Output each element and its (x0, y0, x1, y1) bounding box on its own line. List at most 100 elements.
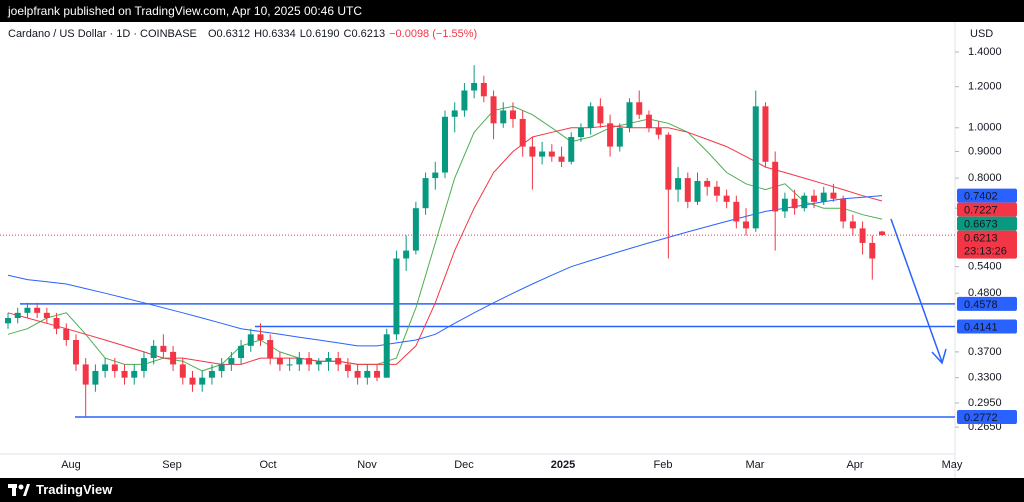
y-tick-label: 0.9000 (968, 145, 1002, 157)
candle-body (490, 96, 497, 124)
candle-body (102, 364, 109, 371)
price-tag (957, 216, 1017, 231)
candle-body (704, 180, 711, 187)
y-tick-label: 0.2950 (968, 397, 1002, 409)
candle-body (247, 334, 254, 346)
price-tag-label: 0.6213 (964, 233, 998, 245)
y-tick-label: 0.8000 (968, 172, 1002, 184)
candle-body (383, 334, 390, 378)
candle-body (393, 258, 400, 335)
candle-body (72, 340, 79, 365)
candle-body (849, 221, 856, 229)
candle-body (24, 307, 31, 313)
y-tick-label: 1.2000 (968, 81, 1002, 93)
candle-body (597, 106, 604, 124)
candle-body (111, 364, 118, 371)
y-tick-label: 0.2650 (968, 421, 1002, 433)
candle-body (5, 318, 11, 324)
candle-body (519, 118, 526, 147)
candle-body (199, 377, 206, 385)
candle-body (63, 328, 70, 341)
candle-body (374, 370, 381, 378)
candle-body (743, 221, 750, 229)
candle-body (500, 110, 507, 124)
candle-body (189, 377, 196, 385)
price-tag-label: 0.7402 (964, 191, 998, 203)
candle-body (665, 134, 672, 190)
candle-body (607, 123, 614, 147)
x-tick-label: Apr (846, 459, 863, 471)
candle-body (14, 312, 21, 319)
chart: USD Cardano / US Dollar · 1D · COINBASE … (0, 22, 1024, 478)
level-tag-label: 0.4578 (964, 299, 998, 311)
candle-body (170, 351, 177, 365)
candle-body (150, 345, 157, 359)
candle-body (238, 345, 245, 359)
candle-body (412, 208, 419, 251)
y-tick-label: 1.4000 (968, 46, 1002, 58)
candle-body (218, 364, 225, 371)
candle-body (208, 370, 215, 378)
candle-body (568, 136, 575, 162)
candle-body (655, 127, 662, 135)
candle-body (267, 340, 274, 359)
candle-body (684, 178, 691, 202)
x-tick-label: Aug (61, 459, 81, 471)
x-tick-label: Mar (746, 459, 765, 471)
legend-value: C0.6213 (344, 28, 386, 40)
candle-body (675, 178, 682, 190)
candle-body (869, 242, 876, 259)
candle-body (257, 334, 264, 341)
candle-body (801, 195, 808, 209)
price-tag (957, 230, 1017, 259)
candle-body (587, 106, 594, 128)
y-tick-label: 0.3300 (968, 372, 1002, 384)
currency: USD (970, 28, 993, 40)
level-tag (957, 409, 1017, 424)
candle-body (461, 90, 468, 111)
x-tick-label: Nov (357, 459, 377, 471)
level-tag (957, 319, 1017, 334)
legend-value: L0.6190 (300, 28, 340, 40)
price-tag-label: 0.7227 (964, 205, 998, 217)
y-tick-label: 0.3700 (968, 346, 1002, 358)
candle-body (442, 116, 448, 173)
level-tag-label: 0.2772 (964, 412, 998, 424)
candle-body (636, 102, 643, 115)
legend-value: O0.6312 (208, 28, 250, 40)
legend: Cardano / US Dollar · 1D · COINBASE O0.6… (8, 28, 477, 40)
candle-body (34, 307, 41, 313)
candle-body (859, 228, 866, 243)
candle-body (276, 358, 283, 365)
candle-body (53, 318, 60, 329)
candle-body (325, 358, 332, 362)
candle-body (879, 231, 885, 236)
legend-value: H0.6334 (254, 28, 296, 40)
x-tick-label: Feb (654, 459, 673, 471)
candle-body (354, 370, 361, 378)
candle-body (364, 370, 371, 378)
candle-body (781, 198, 788, 212)
candle-body (762, 106, 769, 162)
title: Cardano / US Dollar · 1D · COINBASE (8, 28, 197, 40)
y-tick-label: 0.4800 (968, 287, 1002, 299)
candle-body (471, 82, 478, 91)
candle-body (539, 151, 546, 157)
candle-body (131, 370, 138, 378)
candle-body (509, 110, 516, 119)
candle-body (529, 146, 536, 157)
header: joelpfrank published on TradingView.com,… (8, 4, 362, 18)
candle-body (752, 106, 759, 229)
candle-body (344, 364, 351, 371)
candle-body (840, 198, 847, 222)
candle-body (645, 114, 652, 128)
brand: TradingView (8, 482, 112, 497)
level-tag (957, 296, 1017, 311)
candle-body (422, 178, 429, 209)
candle-body (820, 192, 827, 202)
candle-body (480, 82, 487, 97)
price-tag (957, 202, 1017, 217)
brand-name: TradingView (36, 482, 113, 497)
legend-value: −0.0098 (−1.55%) (389, 28, 477, 40)
